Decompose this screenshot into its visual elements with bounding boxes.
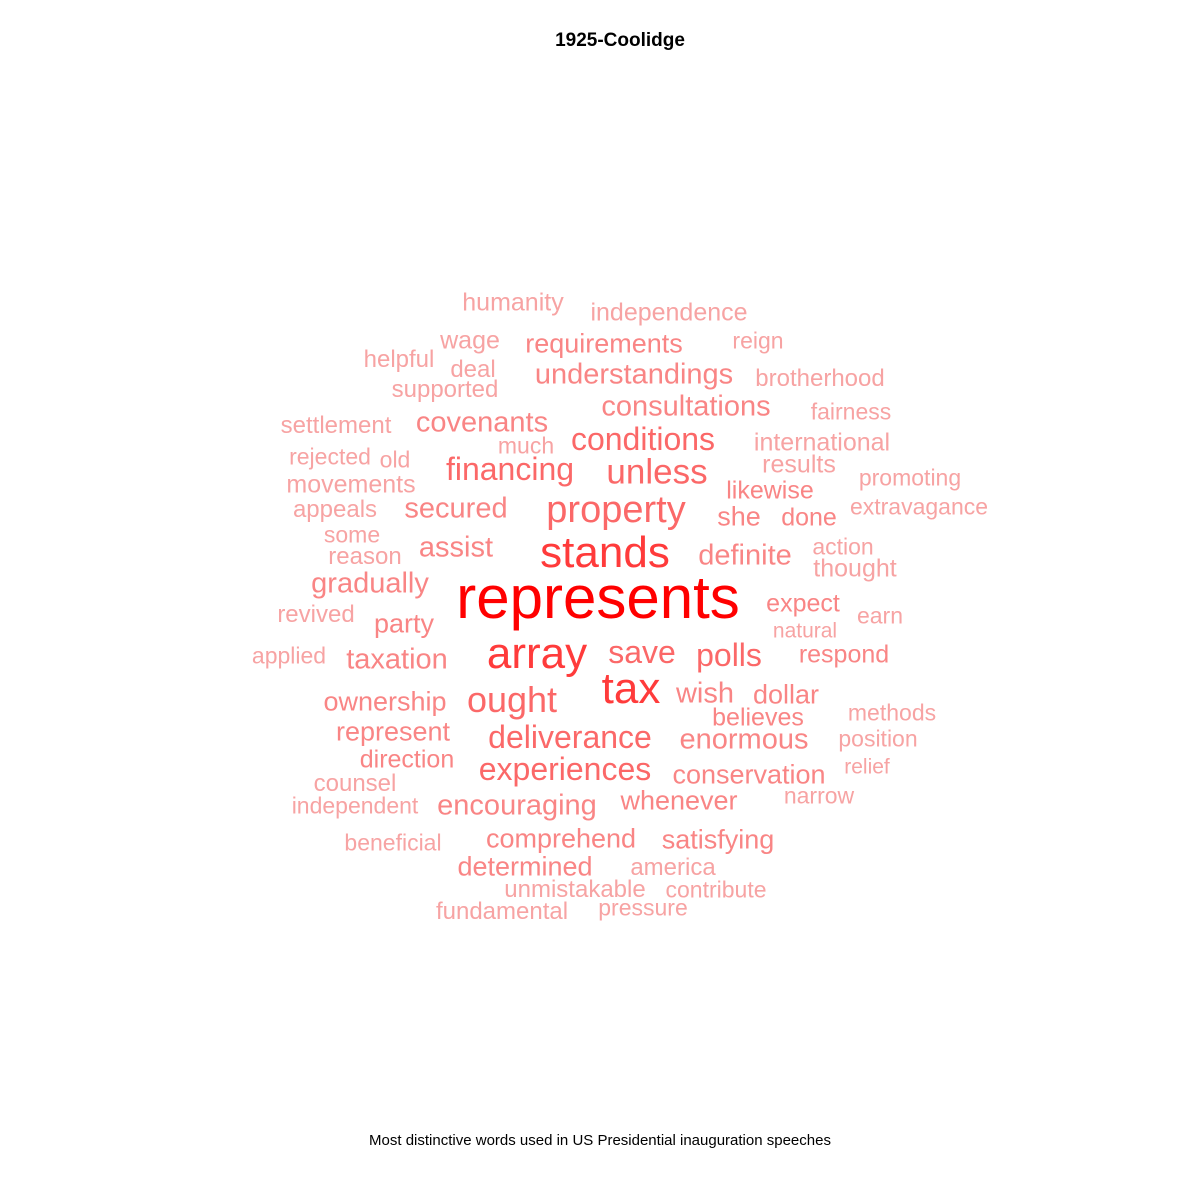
word-narrow: narrow — [783, 782, 855, 809]
word-action: action — [812, 533, 874, 560]
word-relief: relief — [844, 755, 890, 779]
word-ought: ought — [466, 679, 558, 720]
word-expect: expect — [766, 589, 840, 618]
word-natural: natural — [772, 619, 838, 643]
word-position: position — [838, 725, 918, 752]
word-represents: represents — [456, 564, 740, 631]
word-contribute: contribute — [665, 876, 767, 903]
word-international: international — [753, 428, 891, 457]
word-polls: polls — [696, 637, 762, 673]
word-ownership: ownership — [323, 686, 447, 717]
word-definite: definite — [698, 539, 792, 572]
word-extravagance: extravagance — [849, 493, 989, 520]
word-america: america — [630, 854, 716, 881]
word-independence: independence — [590, 298, 748, 327]
word-determined: determined — [457, 851, 593, 882]
word-settlement: settlement — [280, 412, 392, 439]
word-promoting: promoting — [858, 464, 962, 491]
word-encouraging: encouraging — [437, 789, 597, 822]
word-reason: reason — [328, 543, 402, 570]
word-secured: secured — [404, 492, 508, 525]
word-wish: wish — [675, 677, 735, 710]
word-rejected: rejected — [289, 443, 371, 470]
word-whenever: whenever — [620, 785, 738, 816]
word-brotherhood: brotherhood — [755, 365, 885, 392]
plot-title: 1925-Coolidge — [555, 30, 685, 51]
word-enormous: enormous — [679, 723, 809, 756]
word-some: some — [323, 521, 381, 548]
word-believes: believes — [712, 703, 804, 732]
word-dollar: dollar — [752, 679, 820, 710]
word-consultations: consultations — [601, 390, 771, 423]
word-property: property — [546, 489, 686, 531]
word-direction: direction — [359, 745, 455, 774]
word-done: done — [781, 503, 837, 532]
word-comprehend: comprehend — [485, 823, 637, 854]
word-stands: stands — [540, 528, 670, 577]
word-likewise: likewise — [726, 476, 814, 505]
word-deliverance: deliverance — [488, 719, 652, 755]
word-experiences: experiences — [478, 751, 652, 787]
word-array: array — [486, 629, 588, 678]
word-save: save — [608, 634, 676, 670]
word-covenants: covenants — [415, 406, 549, 439]
word-fairness: fairness — [810, 398, 892, 425]
word-tax: tax — [601, 664, 661, 713]
word-financing: financing — [445, 451, 575, 487]
word-thought: thought — [813, 554, 897, 583]
word-conditions: conditions — [570, 421, 716, 457]
word-gradually: gradually — [311, 567, 429, 600]
word-revived: revived — [277, 601, 355, 628]
word-unmistakable: unmistakable — [504, 876, 646, 903]
word-results: results — [762, 450, 836, 479]
word-fundamental: fundamental — [435, 898, 569, 925]
word-unless: unless — [606, 452, 708, 492]
word-party: party — [373, 608, 435, 639]
word-counsel: counsel — [313, 770, 397, 797]
word-appeals: appeals — [292, 496, 378, 523]
word-independent: independent — [291, 792, 419, 819]
word-respond: respond — [798, 640, 890, 669]
word-helpful: helpful — [363, 346, 435, 373]
word-beneficial: beneficial — [344, 829, 442, 856]
word-supported: supported — [391, 376, 499, 403]
word-understandings: understandings — [534, 358, 734, 391]
word-wage: wage — [440, 326, 500, 355]
word-much: much — [497, 432, 555, 459]
word-she: she — [717, 501, 761, 532]
word-reign: reign — [732, 327, 784, 354]
word-taxation: taxation — [346, 643, 448, 676]
word-humanity: humanity — [462, 288, 564, 317]
word-satisfying: satisfying — [661, 824, 775, 855]
word-assist: assist — [418, 531, 494, 564]
word-requirements: requirements — [525, 328, 683, 359]
word-represent: represent — [335, 716, 451, 747]
word-applied: applied — [251, 642, 327, 669]
word-movements: movements — [286, 470, 416, 499]
word-methods: methods — [847, 699, 937, 726]
word-deal: deal — [450, 356, 496, 383]
word-pressure: pressure — [598, 894, 688, 921]
word-old: old — [379, 446, 411, 473]
word-earn: earn — [856, 602, 904, 629]
plot-caption: Most distinctive words used in US Presid… — [369, 1132, 831, 1149]
word-conservation: conservation — [672, 759, 826, 790]
